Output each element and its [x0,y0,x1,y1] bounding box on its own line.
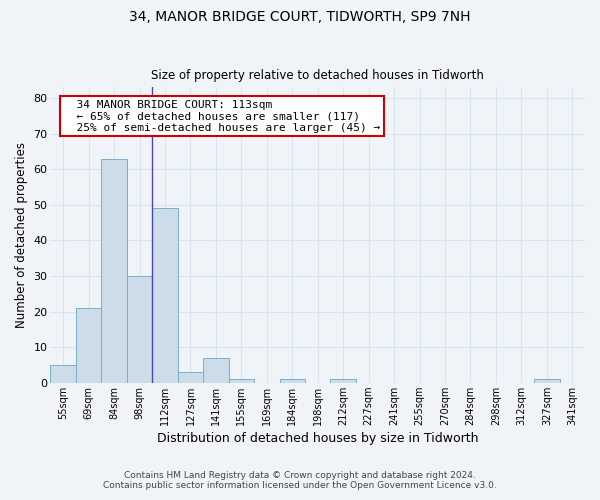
Bar [127,276,152,383]
Bar [101,158,127,383]
Bar [229,379,254,383]
Bar [203,358,229,383]
Bar [331,379,356,383]
Title: Size of property relative to detached houses in Tidworth: Size of property relative to detached ho… [151,69,484,82]
Text: Contains HM Land Registry data © Crown copyright and database right 2024.
Contai: Contains HM Land Registry data © Crown c… [103,470,497,490]
Y-axis label: Number of detached properties: Number of detached properties [15,142,28,328]
Text: 34 MANOR BRIDGE COURT: 113sqm
  ← 65% of detached houses are smaller (117)
  25%: 34 MANOR BRIDGE COURT: 113sqm ← 65% of d… [64,100,380,133]
Bar [280,379,305,383]
Bar [50,365,76,383]
Bar [76,308,101,383]
Text: 34, MANOR BRIDGE COURT, TIDWORTH, SP9 7NH: 34, MANOR BRIDGE COURT, TIDWORTH, SP9 7N… [129,10,471,24]
Bar [152,208,178,383]
X-axis label: Distribution of detached houses by size in Tidworth: Distribution of detached houses by size … [157,432,478,445]
Bar [534,379,560,383]
Bar [178,372,203,383]
